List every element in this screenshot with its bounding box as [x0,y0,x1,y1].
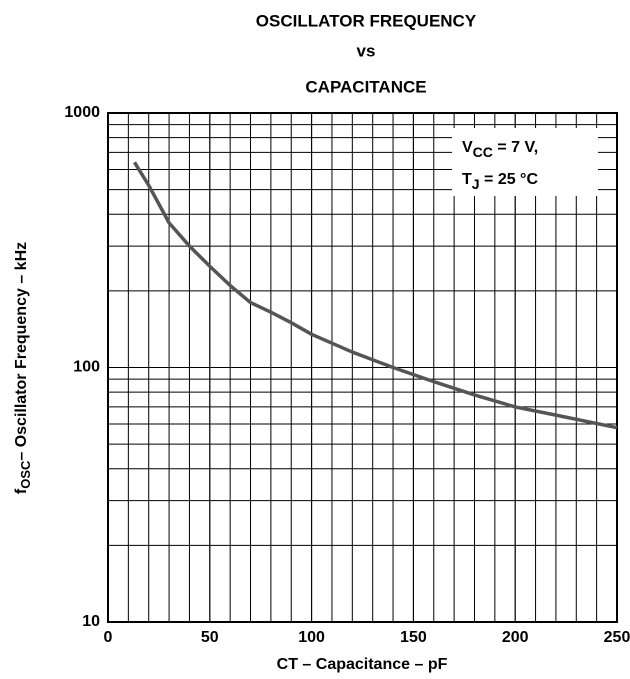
x-tick-label: 50 [201,629,219,646]
x-axis-label: CT – Capacitance – pF [277,656,448,673]
x-tick-label: 100 [298,629,325,646]
annotation-main: V [462,139,473,156]
curve [132,161,618,430]
annotation-sub: CC [473,144,493,160]
y-label-main: f [13,488,30,494]
y-axis-label: fOSC– Oscillator Frequency – kHz [13,242,33,494]
annotation-sub: J [472,176,480,192]
chart-title: vs [357,41,376,60]
chart-title: CAPACITANCE [305,77,426,96]
x-tick-label: 200 [502,629,529,646]
y-tick-label: 100 [73,359,100,376]
y-tick-label: 10 [82,613,100,630]
x-tick-label: 0 [104,629,113,646]
y-label-rest: – Oscillator Frequency – kHz [13,242,30,461]
annotation-box [452,128,598,196]
annotation-rest: = 7 V, [493,139,538,156]
y-tick-label: 1000 [64,104,100,121]
y-label-sub: OSC [18,460,33,489]
x-tick-label: 250 [604,629,630,646]
annotation: TJ = 25 °C [462,171,538,191]
annotation: VCC = 7 V, [462,139,538,159]
annotation-rest: = 25 °C [480,171,539,188]
x-tick-label: 150 [400,629,427,646]
chart-title: OSCILLATOR FREQUENCY [256,11,477,30]
annotation-main: T [462,171,472,188]
plot-frame [107,112,618,623]
